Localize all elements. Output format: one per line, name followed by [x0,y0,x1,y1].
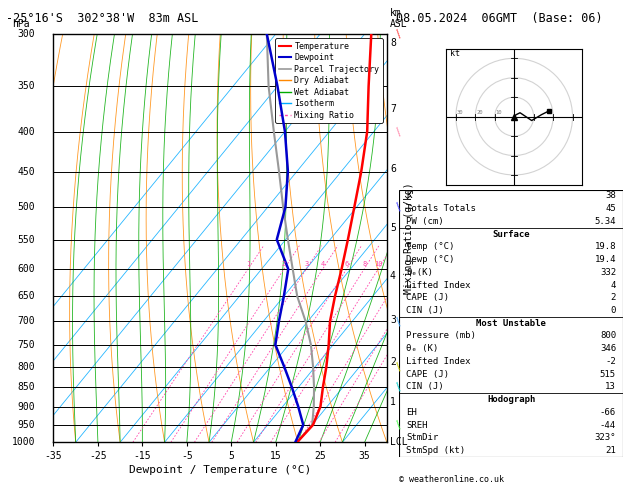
Text: 4: 4 [611,280,616,290]
Text: 750: 750 [18,340,35,350]
Text: /: / [393,201,405,213]
Text: 20: 20 [476,110,483,115]
Text: /: / [393,126,405,138]
Text: 3: 3 [304,261,308,267]
Text: /: / [393,28,405,40]
Text: 2: 2 [282,261,286,267]
Text: 950: 950 [18,420,35,430]
Text: /: / [393,419,405,431]
Text: 850: 850 [18,382,35,392]
Text: 2: 2 [390,357,396,367]
Text: Most Unstable: Most Unstable [476,319,546,328]
Text: 350: 350 [18,81,35,91]
Text: 300: 300 [18,29,35,39]
Text: θₑ (K): θₑ (K) [406,344,438,353]
Text: Totals Totals: Totals Totals [406,204,476,213]
Text: K: K [406,191,411,200]
Text: /: / [393,381,405,393]
Text: 6: 6 [345,261,348,267]
Text: 19.4: 19.4 [594,255,616,264]
Text: 13: 13 [605,382,616,391]
Text: 30: 30 [457,110,464,115]
Text: 332: 332 [600,268,616,277]
Text: 21: 21 [605,446,616,455]
Text: Lifted Index: Lifted Index [406,280,470,290]
Text: -44: -44 [600,420,616,430]
Text: CIN (J): CIN (J) [406,382,443,391]
Text: 600: 600 [18,264,35,274]
X-axis label: Dewpoint / Temperature (°C): Dewpoint / Temperature (°C) [129,466,311,475]
Text: 10: 10 [374,261,382,267]
Text: 800: 800 [600,331,616,340]
Text: /: / [393,361,405,373]
Text: Mixing Ratio (g/kg): Mixing Ratio (g/kg) [404,182,414,294]
Text: 8: 8 [390,38,396,48]
Text: 4: 4 [321,261,325,267]
Text: 1: 1 [390,397,396,407]
Text: θₑ(K): θₑ(K) [406,268,433,277]
Text: LCL: LCL [390,437,408,447]
Text: SREH: SREH [406,420,428,430]
Text: 400: 400 [18,126,35,137]
Text: 450: 450 [18,167,35,176]
Text: -25°16'S  302°38'W  83m ASL: -25°16'S 302°38'W 83m ASL [6,12,199,25]
Text: hPa: hPa [13,19,30,29]
Text: Hodograph: Hodograph [487,395,535,404]
Text: 8: 8 [362,261,366,267]
Text: 38: 38 [605,191,616,200]
Text: 323°: 323° [594,433,616,442]
Text: 4: 4 [390,271,396,281]
Text: 1: 1 [246,261,250,267]
Text: 1000: 1000 [11,437,35,447]
Text: 900: 900 [18,401,35,412]
Text: 500: 500 [18,202,35,212]
Text: 0: 0 [611,306,616,315]
Text: Dewp (°C): Dewp (°C) [406,255,455,264]
Text: 5.34: 5.34 [594,217,616,226]
Text: Temp (°C): Temp (°C) [406,243,455,251]
Text: 10: 10 [496,110,502,115]
Text: 800: 800 [18,362,35,372]
Text: kt: kt [450,50,460,58]
Text: 650: 650 [18,291,35,301]
Text: CAPE (J): CAPE (J) [406,293,449,302]
Text: 19.8: 19.8 [594,243,616,251]
Text: /: / [393,315,405,327]
Text: Pressure (mb): Pressure (mb) [406,331,476,340]
Text: km
ASL: km ASL [390,8,408,29]
Legend: Temperature, Dewpoint, Parcel Trajectory, Dry Adiabat, Wet Adiabat, Isotherm, Mi: Temperature, Dewpoint, Parcel Trajectory… [275,38,382,123]
Text: -2: -2 [605,357,616,366]
Text: Surface: Surface [493,229,530,239]
Text: 550: 550 [18,235,35,244]
Text: 5: 5 [390,223,396,233]
Text: 45: 45 [605,204,616,213]
Text: 3: 3 [390,315,396,325]
Text: 346: 346 [600,344,616,353]
Text: CIN (J): CIN (J) [406,306,443,315]
Text: 7: 7 [390,104,396,114]
Text: 700: 700 [18,316,35,326]
Text: 08.05.2024  06GMT  (Base: 06): 08.05.2024 06GMT (Base: 06) [396,12,603,25]
Text: StmSpd (kt): StmSpd (kt) [406,446,465,455]
Text: © weatheronline.co.uk: © weatheronline.co.uk [399,474,504,484]
Text: StmDir: StmDir [406,433,438,442]
Text: PW (cm): PW (cm) [406,217,443,226]
Text: CAPE (J): CAPE (J) [406,370,449,379]
Text: 2: 2 [611,293,616,302]
Text: 6: 6 [390,164,396,174]
Text: 515: 515 [600,370,616,379]
Text: EH: EH [406,408,417,417]
Text: -66: -66 [600,408,616,417]
Text: Lifted Index: Lifted Index [406,357,470,366]
